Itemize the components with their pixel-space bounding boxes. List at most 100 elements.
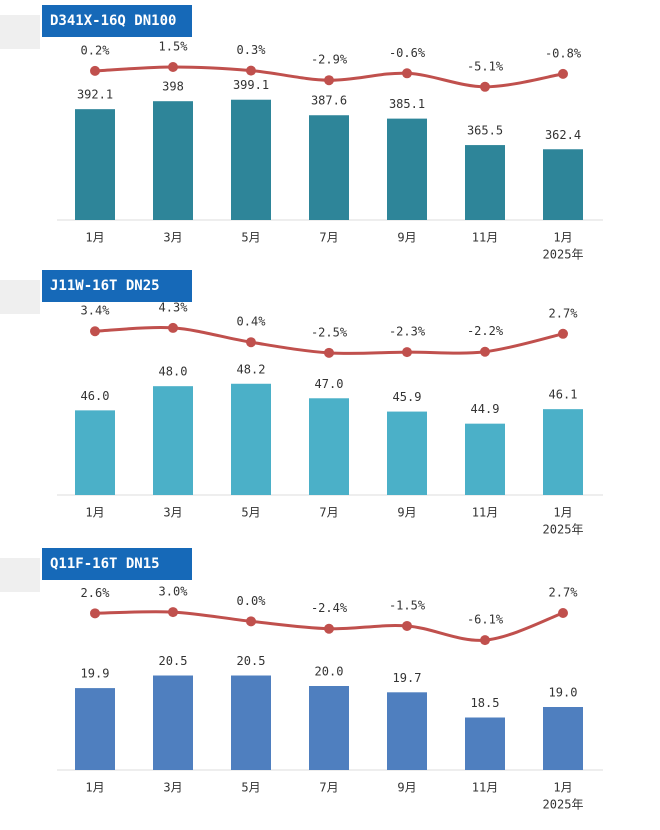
x-tick-label: 11月: [472, 506, 498, 520]
bar: [309, 115, 349, 220]
x-tick-label: 5月: [241, 231, 260, 245]
value-label: 19.0: [549, 686, 578, 700]
bar: [75, 109, 115, 220]
line-point: [168, 607, 178, 618]
bar: [231, 99, 271, 220]
x-tick-label: 5月: [241, 781, 260, 795]
line-point: [402, 68, 412, 79]
title-box: [42, 548, 192, 580]
bar: [465, 717, 505, 770]
bar: [309, 686, 349, 770]
value-label: 387.6: [311, 94, 347, 108]
value-label: 365.5: [467, 124, 503, 138]
x-tick-label: 3月: [163, 781, 182, 795]
year-note: 2025年: [543, 523, 584, 537]
pct-label: 2.6%: [81, 586, 111, 600]
bar: [387, 692, 427, 770]
x-tick-label: 5月: [241, 506, 260, 520]
value-label: 20.5: [159, 654, 188, 668]
bar: [309, 398, 349, 495]
line-point: [90, 65, 100, 76]
bar: [465, 423, 505, 495]
pct-label: 3.0%: [159, 585, 189, 599]
year-note: 2025年: [543, 798, 584, 812]
title-box: [42, 270, 192, 302]
x-tick-label: 3月: [163, 506, 182, 520]
bar: [543, 149, 583, 220]
bar: [543, 707, 583, 770]
value-label: 46.1: [549, 388, 578, 402]
pct-label: 0.2%: [81, 43, 111, 57]
value-label: 46.0: [81, 389, 110, 403]
chart-title: D341X-16Q DN100: [50, 13, 176, 29]
x-tick-label: 1月: [553, 781, 572, 795]
pct-label: -0.6%: [389, 46, 426, 60]
line-point: [168, 322, 178, 333]
bar: [387, 118, 427, 220]
bar: [153, 386, 193, 495]
bar: [75, 688, 115, 770]
line-point: [246, 616, 256, 627]
x-tick-label: 9月: [397, 506, 416, 520]
pct-label: -2.2%: [467, 324, 504, 338]
value-label: 392.1: [77, 88, 113, 102]
bar: [465, 145, 505, 220]
bar: [153, 675, 193, 770]
line-point: [168, 62, 178, 72]
line-point: [402, 347, 412, 358]
line-point: [402, 620, 412, 631]
pct-label: -2.9%: [311, 53, 348, 67]
value-label: 47.0: [315, 377, 344, 391]
pct-label: -0.8%: [545, 46, 582, 60]
value-label: 385.1: [389, 97, 425, 111]
x-tick-label: 1月: [85, 781, 104, 795]
line-point: [246, 65, 256, 76]
bar: [231, 675, 271, 770]
x-tick-label: 7月: [319, 506, 338, 520]
bar: [231, 383, 271, 495]
x-tick-label: 9月: [397, 231, 416, 245]
x-tick-label: 7月: [319, 781, 338, 795]
year-note: 2025年: [543, 248, 584, 262]
line-point: [480, 346, 490, 357]
title-shadow: [0, 15, 40, 49]
chart-title: Q11F-16T DN15: [50, 556, 160, 572]
bar: [153, 101, 193, 220]
x-tick-label: 11月: [472, 231, 498, 245]
line-point: [558, 608, 568, 619]
value-label: 18.5: [471, 696, 500, 710]
line-point: [558, 328, 568, 339]
pct-label: -6.1%: [467, 613, 504, 627]
value-label: 398: [162, 80, 184, 94]
value-label: 20.0: [315, 665, 344, 679]
pct-label: 1.5%: [159, 40, 189, 54]
value-label: 19.7: [393, 671, 422, 685]
bar: [543, 409, 583, 495]
pct-label: 0.4%: [237, 315, 267, 329]
line-point: [558, 68, 568, 79]
bar: [75, 410, 115, 495]
line-point: [480, 81, 490, 92]
chart-title: J11W-16T DN25: [50, 278, 160, 294]
pct-label: -2.3%: [389, 325, 426, 339]
value-label: 48.0: [159, 365, 188, 379]
line-point: [324, 623, 334, 634]
pct-label: -1.5%: [389, 598, 426, 612]
x-tick-label: 3月: [163, 231, 182, 245]
bar: [387, 411, 427, 495]
pct-label: 0.3%: [237, 43, 267, 57]
x-tick-label: 1月: [553, 506, 572, 520]
pct-label: 2.7%: [549, 306, 579, 320]
line-point: [90, 608, 100, 619]
line-point: [90, 326, 100, 337]
x-tick-label: 1月: [553, 231, 572, 245]
value-label: 44.9: [471, 402, 500, 416]
pct-label: 0.0%: [237, 594, 267, 608]
value-label: 362.4: [545, 128, 581, 142]
value-label: 399.1: [233, 78, 269, 92]
value-label: 20.5: [237, 654, 266, 668]
pct-label: -2.4%: [311, 601, 348, 615]
pct-label: 2.7%: [549, 586, 579, 600]
line-point: [324, 347, 334, 358]
